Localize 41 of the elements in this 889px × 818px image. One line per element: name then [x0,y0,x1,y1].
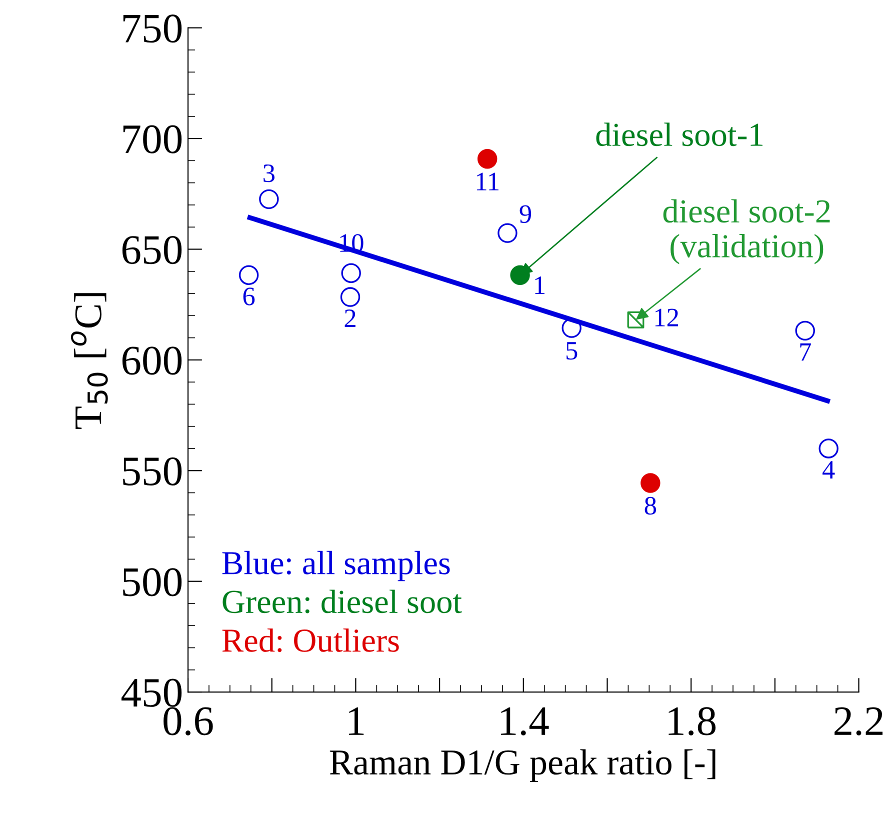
x-tick-label: 0.6 [164,707,213,736]
annotation: diesel soot-1 [596,122,762,146]
annotation: 11 [476,172,498,190]
point [259,189,279,210]
point [818,438,838,458]
annotation: 12 [655,308,678,326]
point [498,223,518,243]
text: Red: Outliers [222,628,399,652]
point [627,311,644,328]
x-tick-label: 1.8 [668,707,716,736]
annotation: diesel soot-2 (validation) [663,199,830,264]
x-tick-label: 2.2 [834,707,883,736]
y-axis-title: T$_{50}$ [$^{o}$C] [70,293,108,430]
annotation: 2 [344,310,356,327]
annotation: 1 [535,276,545,294]
y-tick-label: 750 [123,14,182,43]
point [477,149,498,169]
x-axis-title: Raman D1/G peak ratio [-] [330,749,716,782]
point [340,287,360,307]
annotation: 5 [566,342,578,360]
annotation: 3 [264,164,274,182]
point [640,473,660,493]
y-tick-label: 600 [122,346,182,375]
text: Blue: all samples [222,550,450,582]
y-tick-label: 700 [123,125,182,154]
y-tick-label: 650 [122,236,182,264]
annotation: 8 [644,496,656,515]
y-tick-label: 500 [123,568,182,596]
point [562,318,582,338]
y-tick-label: 550 [123,457,182,486]
point [341,263,361,283]
annotation: 9 [520,205,532,223]
point [795,320,815,341]
annotation: 6 [243,288,255,306]
x-tick-label: 1.4 [501,707,549,736]
point [238,265,259,285]
text: Green: diesel soot [222,590,462,614]
annotation: 7 [800,343,811,361]
annotation: 4 [822,461,835,478]
y-tick-label: 450 [121,678,182,707]
x-tick-label: 1 [348,707,364,735]
